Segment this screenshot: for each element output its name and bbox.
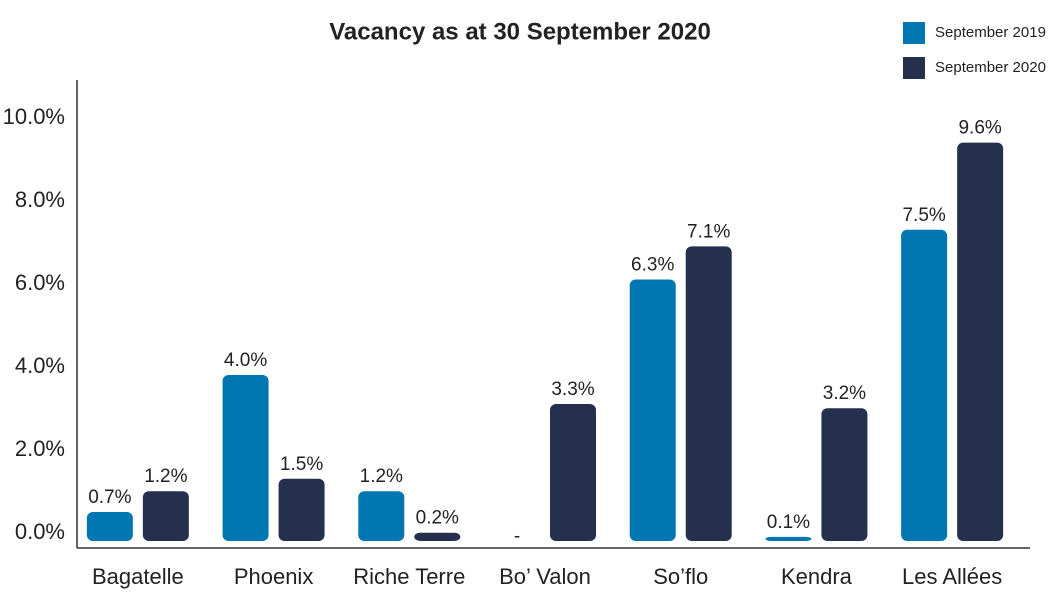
y-tick-label: 4.0% — [15, 353, 65, 378]
legend-swatch — [903, 57, 925, 79]
value-label: 0.2% — [416, 508, 459, 529]
x-tick-label: Les Allées — [902, 564, 1002, 589]
value-label: 0.7% — [88, 487, 131, 508]
y-tick-label: 0.0% — [15, 519, 65, 544]
value-label: 3.2% — [823, 383, 866, 404]
bar — [414, 532, 461, 541]
value-label: 1.2% — [144, 466, 187, 487]
value-label: 6.3% — [631, 255, 674, 276]
value-label: 7.1% — [687, 221, 730, 242]
bar — [901, 229, 948, 541]
legend-label: September 2019 — [935, 24, 1046, 41]
y-tick-label: 6.0% — [15, 270, 65, 295]
bar — [358, 491, 405, 541]
x-tick-label: Kendra — [781, 564, 853, 589]
value-label: 9.6% — [958, 118, 1001, 139]
value-label: 3.3% — [551, 379, 594, 400]
bar — [222, 375, 269, 541]
legend-swatch — [903, 22, 925, 44]
legend-label: September 2020 — [935, 59, 1046, 76]
bar — [685, 246, 732, 541]
bar — [629, 279, 676, 541]
value-label: 1.2% — [360, 466, 403, 487]
x-tick-label: So’flo — [653, 564, 708, 589]
bar — [550, 404, 596, 541]
value-label: 7.5% — [902, 205, 945, 226]
chart-title: Vacancy as at 30 September 2020 — [329, 18, 711, 45]
value-label: 4.0% — [224, 350, 267, 371]
bar — [821, 408, 868, 541]
y-tick-label: 8.0% — [15, 187, 65, 212]
y-tick-label: 2.0% — [15, 436, 65, 461]
value-label: 0.1% — [767, 512, 810, 533]
bar — [957, 142, 1004, 541]
bar — [278, 478, 325, 541]
value-label: - — [514, 526, 520, 547]
value-label: 1.5% — [280, 454, 323, 475]
x-tick-label: Bo’ Valon — [499, 564, 591, 589]
bar — [142, 491, 189, 541]
x-tick-label: Riche Terre — [353, 564, 465, 589]
x-tick-label: Bagatelle — [92, 564, 184, 589]
y-tick-label: 10.0% — [3, 104, 65, 129]
bar — [86, 511, 133, 541]
bar — [765, 536, 812, 541]
x-tick-label: Phoenix — [234, 564, 314, 589]
